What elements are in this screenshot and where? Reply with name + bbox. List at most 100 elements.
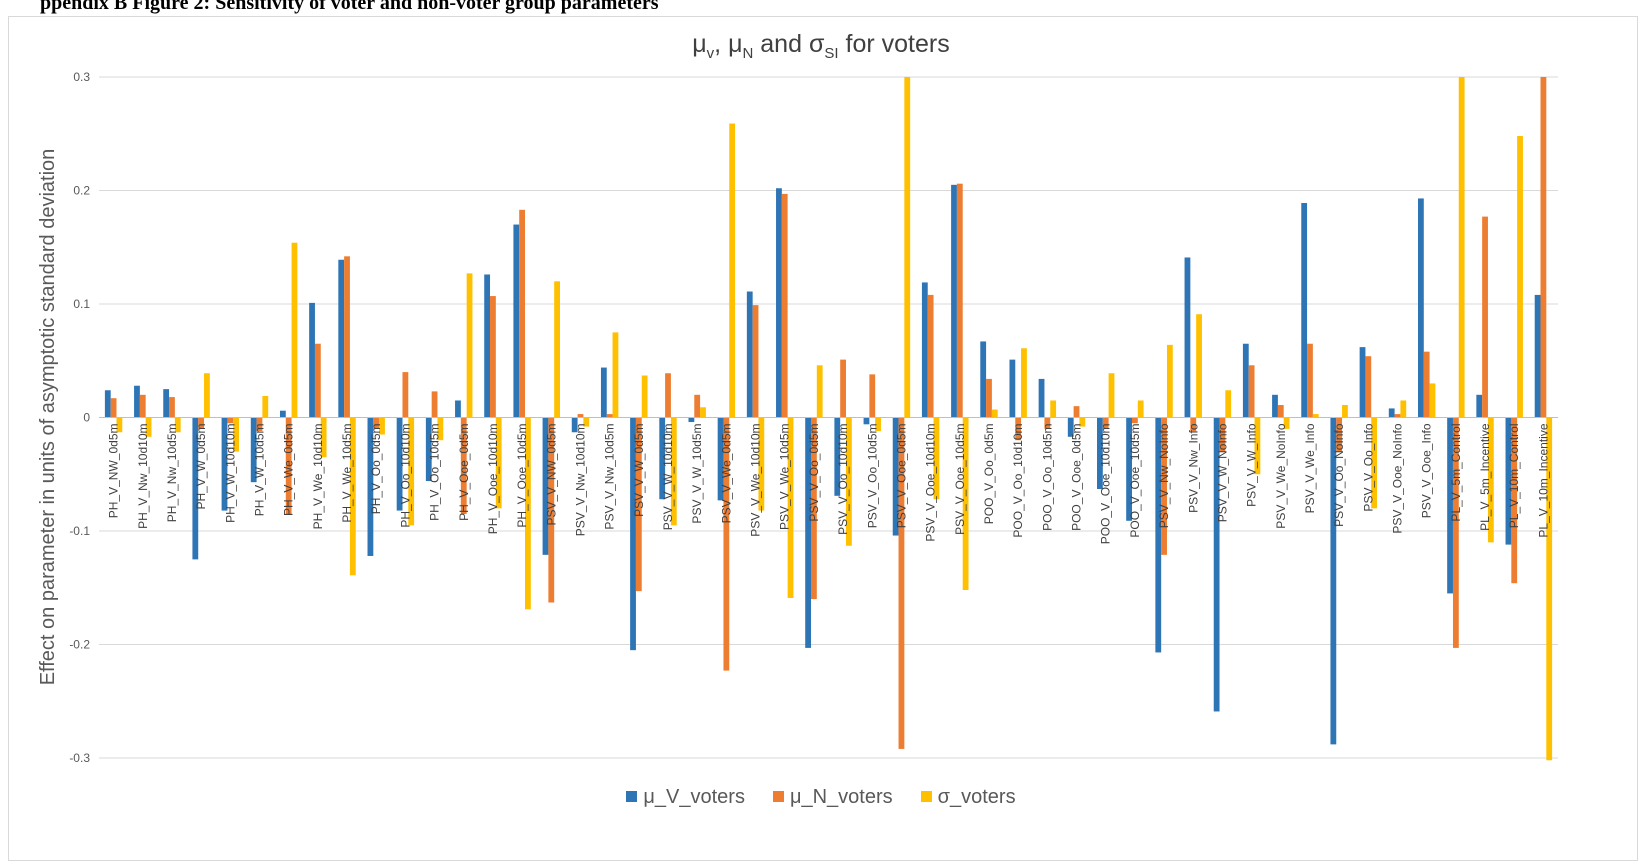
category-label: PSV_V_We_10d5m xyxy=(778,424,792,531)
bar xyxy=(1400,400,1407,418)
bar xyxy=(933,417,940,500)
page-header: ppendix B Figure 2: Sensitivity of voter… xyxy=(40,0,659,14)
bar xyxy=(956,183,963,418)
bar xyxy=(752,305,759,418)
title-n-sub: N xyxy=(742,45,754,62)
bar xyxy=(1365,356,1372,418)
legend-swatch xyxy=(772,791,784,802)
bar xyxy=(840,359,846,418)
bar xyxy=(262,395,269,418)
category-label: PSV_V_Nw_10d5m xyxy=(603,423,617,529)
bar xyxy=(1155,417,1162,653)
bar xyxy=(659,417,666,500)
bar xyxy=(1166,344,1173,418)
bar xyxy=(437,417,444,441)
bar xyxy=(816,365,823,418)
bar xyxy=(460,417,467,514)
bar xyxy=(198,417,205,429)
bar xyxy=(431,391,438,418)
category-label: PH_V_Oo_10d5m xyxy=(428,424,442,521)
bar xyxy=(373,417,380,429)
bar xyxy=(513,224,520,418)
category-label: PH_V_Ooe_10d10m xyxy=(486,424,500,535)
bar xyxy=(1312,414,1319,418)
category-label: PH_V_Oo_0d5m xyxy=(369,424,383,515)
bar xyxy=(1190,417,1197,432)
category-labels: PH_V_NW_0d5m PH_V_Nw_10d10m PH_V_Nw_10d5m P… xyxy=(107,423,1551,544)
y-tick-label: -0.2 xyxy=(69,638,90,652)
bar xyxy=(1342,405,1348,418)
bar xyxy=(320,417,327,458)
bar xyxy=(1196,314,1202,418)
bar xyxy=(811,417,817,600)
category-label: PH_V_Nw_10d5m xyxy=(165,423,179,522)
legend: μ_V_voters μ_N_voters σ_voters xyxy=(0,786,1642,809)
title-sigma: σ xyxy=(808,30,825,58)
bar xyxy=(1307,343,1313,418)
bar xyxy=(285,417,292,514)
bar xyxy=(408,417,415,526)
category-label: PH_V_Oo_10d10m xyxy=(398,424,412,528)
legend-label: μ_N_voters xyxy=(789,786,893,808)
y-tick-label: -0.1 xyxy=(69,524,90,538)
bar xyxy=(1225,390,1232,418)
bar xyxy=(163,389,170,418)
bar xyxy=(1371,417,1378,509)
legend-swatch xyxy=(920,791,932,802)
bar xyxy=(227,417,234,424)
category-label: PSV_V_Oo_0d5m xyxy=(807,423,821,521)
legend-swatch xyxy=(626,791,638,802)
category-label: PSV_V_We_NoInfo xyxy=(1274,423,1288,529)
bar xyxy=(1015,417,1022,441)
category-label: POO_V_Oo_10d5m xyxy=(1040,424,1054,531)
bar xyxy=(898,417,905,749)
bar xyxy=(606,414,613,418)
bar xyxy=(980,341,987,418)
bar xyxy=(484,274,491,418)
bar xyxy=(1546,417,1553,761)
category-label: PSV_V_Nw_Info xyxy=(1186,423,1200,513)
bar xyxy=(1137,400,1144,418)
category-label: PH_V_Nw_10d10m xyxy=(136,424,150,529)
bar xyxy=(1079,417,1086,427)
category-label: PSV_V_W_10d10m xyxy=(661,424,675,531)
category-label: PSV_V_Ooe_NoInfo xyxy=(1391,423,1405,533)
y-tick-label: 0 xyxy=(83,411,90,425)
category-label: POO_V_Oo_10d10m xyxy=(1011,424,1025,538)
y-tick-label: 0.2 xyxy=(73,184,90,198)
y-tick-label: 0.3 xyxy=(73,70,90,84)
bar xyxy=(519,209,526,418)
bar xyxy=(367,417,374,556)
bar xyxy=(1108,373,1115,418)
category-label: POO_V_Ooe_10d10m xyxy=(1099,424,1113,545)
title-sep: , xyxy=(714,30,729,58)
category-label: PSV_V_Ooe_0d5m xyxy=(894,424,908,529)
category-label: PSV_V_Ooe_10d5m xyxy=(953,424,967,535)
category-label: PSV_V_We_10d10m xyxy=(749,423,763,536)
category-label: PH_V_Ooe_0d5m xyxy=(457,424,471,521)
bar xyxy=(279,410,286,418)
title-v-sub: v xyxy=(706,45,715,62)
bar xyxy=(571,417,578,433)
category-label: PSV_V_W_10d5m xyxy=(690,424,704,524)
bar xyxy=(1534,294,1541,418)
bar xyxy=(1517,136,1523,418)
category-label: POO_V_Ooe_10d5m xyxy=(1128,424,1142,538)
bar xyxy=(670,417,677,526)
y-tick-label: -0.3 xyxy=(69,751,90,765)
bar xyxy=(1394,414,1401,418)
category-label: PH_V_We_0d5m xyxy=(282,424,296,517)
bar xyxy=(1511,417,1518,584)
bar xyxy=(1487,417,1494,543)
bar xyxy=(1283,417,1290,429)
chart-frame xyxy=(8,16,1638,861)
bar xyxy=(700,407,706,418)
category-label: PSV_V_W_0d5m xyxy=(632,424,646,517)
bar xyxy=(630,417,636,651)
bar xyxy=(729,123,736,418)
category-label: PSV_V_NW_0d5m xyxy=(544,423,558,525)
category-label: PH_V_W_10d10m xyxy=(223,424,237,523)
bar xyxy=(892,417,899,536)
bar xyxy=(927,294,934,418)
